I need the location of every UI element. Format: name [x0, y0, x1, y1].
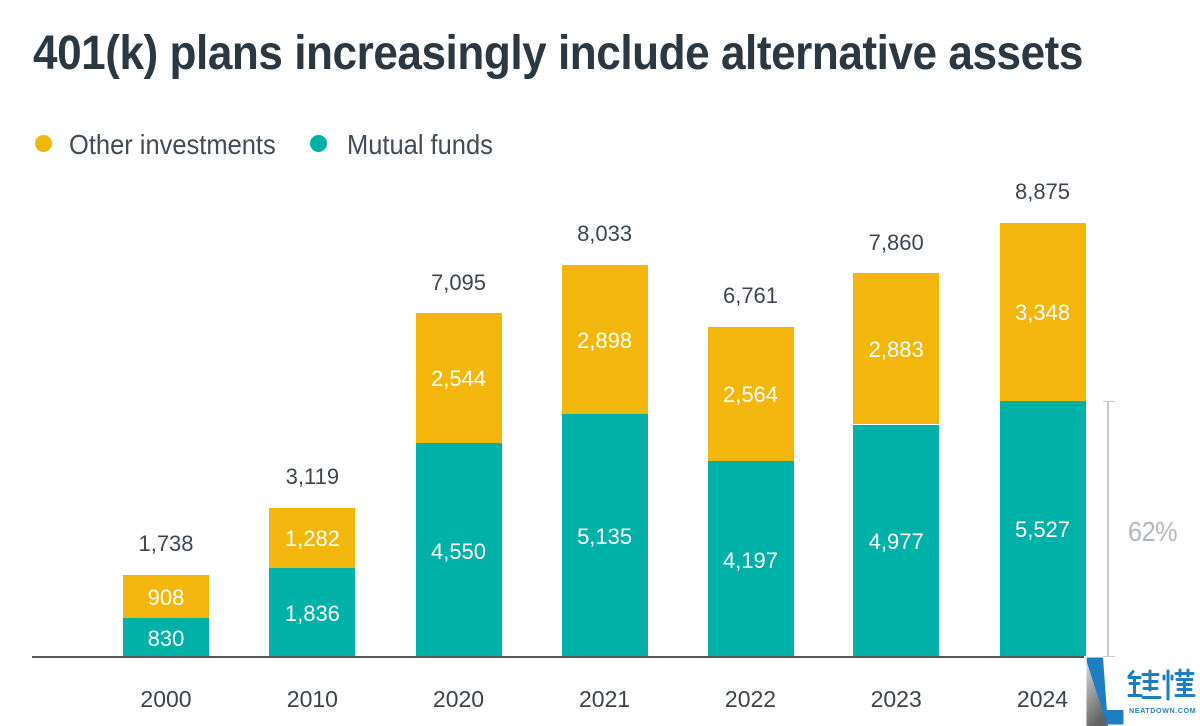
svg-text:NEATDOWN.COM: NEATDOWN.COM: [1129, 706, 1196, 715]
